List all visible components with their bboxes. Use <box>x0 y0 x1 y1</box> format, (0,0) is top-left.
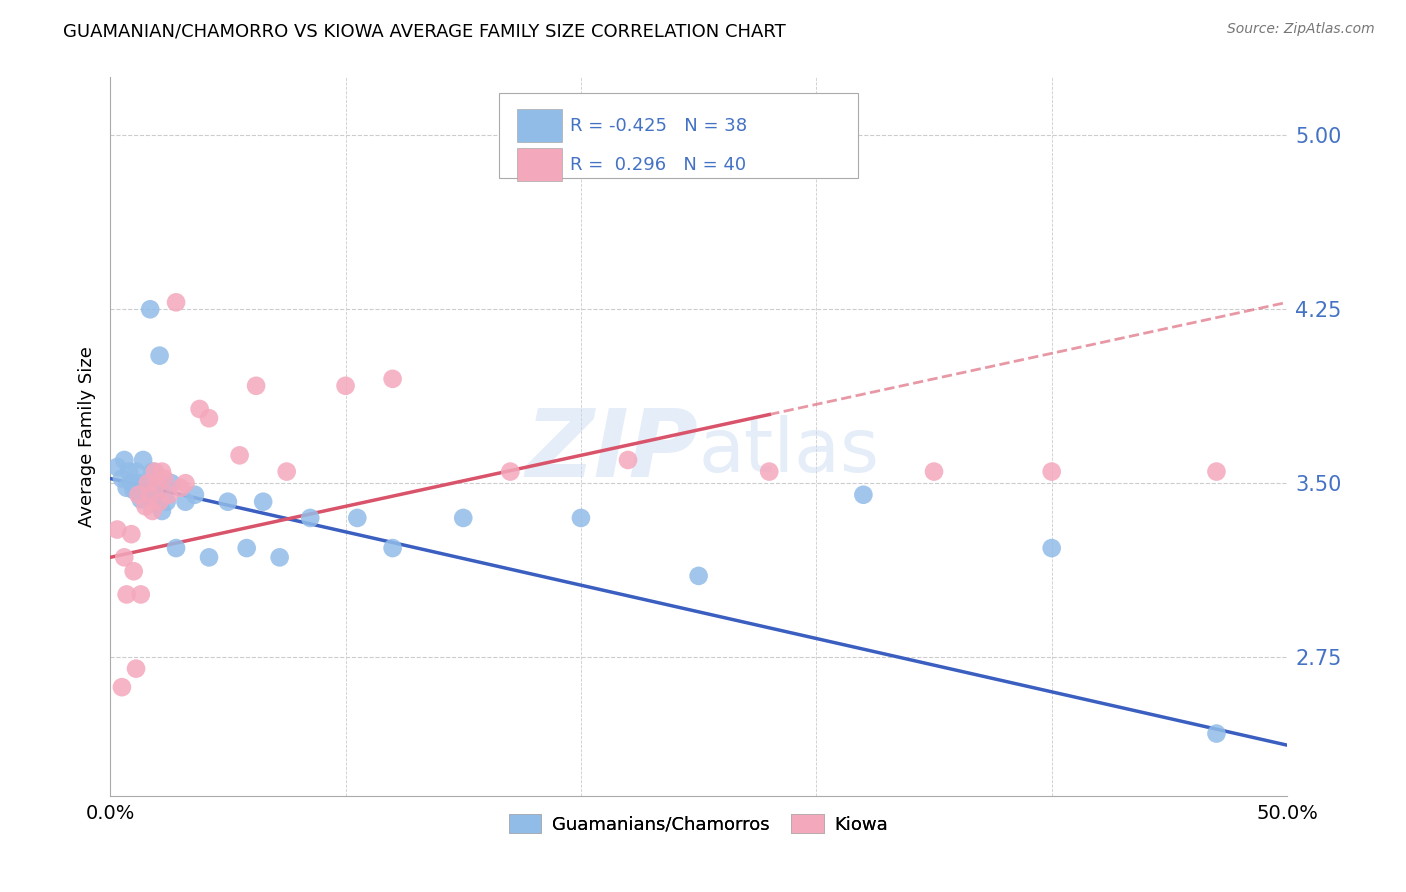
Point <box>156 494 179 508</box>
Point <box>115 481 138 495</box>
Point <box>174 476 197 491</box>
Point <box>174 494 197 508</box>
Point <box>129 587 152 601</box>
Point <box>149 349 172 363</box>
Point <box>381 372 404 386</box>
Point <box>125 465 148 479</box>
Point <box>217 494 239 508</box>
Point <box>346 511 368 525</box>
Point <box>118 465 141 479</box>
Point <box>451 511 474 525</box>
Point <box>170 481 193 495</box>
Point <box>105 523 128 537</box>
Legend: Guamanians/Chamorros, Kiowa: Guamanians/Chamorros, Kiowa <box>502 807 896 841</box>
Point <box>153 471 176 485</box>
Point <box>122 483 145 497</box>
Point <box>188 401 211 416</box>
Point <box>1040 541 1063 555</box>
Point <box>136 476 159 491</box>
Point <box>112 550 135 565</box>
FancyBboxPatch shape <box>499 94 858 178</box>
Point <box>252 494 274 508</box>
Point <box>132 453 155 467</box>
Point <box>120 476 142 491</box>
Point <box>149 494 172 508</box>
Point <box>758 465 780 479</box>
Y-axis label: Average Family Size: Average Family Size <box>79 346 96 527</box>
Text: GUAMANIAN/CHAMORRO VS KIOWA AVERAGE FAMILY SIZE CORRELATION CHART: GUAMANIAN/CHAMORRO VS KIOWA AVERAGE FAMI… <box>63 22 786 40</box>
Point <box>141 465 163 479</box>
Point <box>299 511 322 525</box>
Point <box>852 488 875 502</box>
Point <box>165 541 187 555</box>
Point <box>112 453 135 467</box>
Text: R =  0.296   N = 40: R = 0.296 N = 40 <box>571 156 747 174</box>
Point <box>122 564 145 578</box>
FancyBboxPatch shape <box>517 110 562 143</box>
Point <box>139 488 162 502</box>
Point <box>157 488 180 502</box>
Point <box>381 541 404 555</box>
Point <box>136 488 159 502</box>
Text: ZIP: ZIP <box>526 405 699 497</box>
Point <box>499 465 522 479</box>
Point <box>125 662 148 676</box>
Point <box>146 476 169 491</box>
Point <box>129 492 152 507</box>
Point <box>127 488 149 502</box>
Point <box>922 465 945 479</box>
Text: atlas: atlas <box>699 415 880 488</box>
Point <box>569 511 592 525</box>
Point <box>139 302 162 317</box>
Point <box>1040 465 1063 479</box>
Point <box>105 459 128 474</box>
Point <box>143 488 166 502</box>
Point <box>150 465 173 479</box>
Text: Source: ZipAtlas.com: Source: ZipAtlas.com <box>1227 22 1375 37</box>
Point <box>1205 726 1227 740</box>
Point <box>150 504 173 518</box>
Point <box>146 476 169 491</box>
Point <box>120 527 142 541</box>
Point <box>134 476 156 491</box>
Point <box>115 587 138 601</box>
Point <box>141 504 163 518</box>
Point <box>688 569 710 583</box>
Point <box>198 411 221 425</box>
Point <box>143 465 166 479</box>
Point <box>111 471 134 485</box>
Point <box>617 453 640 467</box>
Point <box>269 550 291 565</box>
Point <box>276 465 298 479</box>
Point <box>228 448 250 462</box>
Point <box>127 476 149 491</box>
Point <box>245 378 267 392</box>
Point <box>235 541 257 555</box>
Point <box>1205 465 1227 479</box>
Point <box>134 500 156 514</box>
Point <box>160 476 183 491</box>
Point <box>335 378 357 392</box>
Point <box>198 550 221 565</box>
Point <box>184 488 207 502</box>
Text: R = -0.425   N = 38: R = -0.425 N = 38 <box>571 117 748 135</box>
Point <box>111 680 134 694</box>
FancyBboxPatch shape <box>517 148 562 181</box>
Point <box>165 295 187 310</box>
